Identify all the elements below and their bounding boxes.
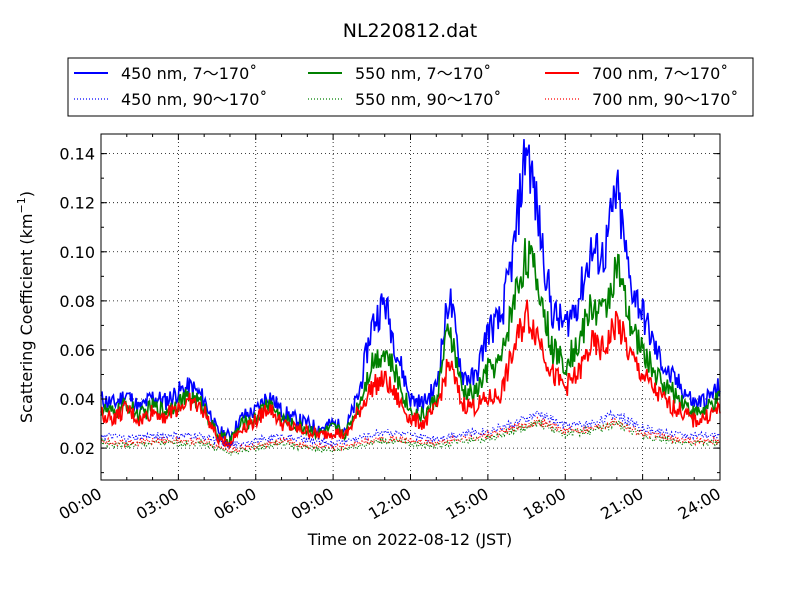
y-tick-label: 0.10 <box>59 243 95 262</box>
y-tick-label: 0.04 <box>59 390 95 409</box>
legend-label-700-back: 700 nm, 90～170˚ <box>592 90 738 109</box>
series-line-450-full <box>100 139 721 441</box>
chart-title: NL220812.dat <box>343 20 478 42</box>
legend-label-550-back: 550 nm, 90～170˚ <box>355 90 501 109</box>
x-tick-label: 21:00 <box>597 484 646 524</box>
x-tick-label: 24:00 <box>675 484 724 524</box>
y-tick-label: 0.14 <box>59 145 95 164</box>
legend-box <box>67 57 754 117</box>
legend-label-450-full: 450 nm, 7～170˚ <box>121 64 257 83</box>
x-tick-label: 12:00 <box>365 484 414 524</box>
x-tick-label: 06:00 <box>210 484 259 524</box>
y-tick-label: 0.02 <box>59 439 95 458</box>
y-axis-label-superscript: −1 <box>15 197 28 213</box>
y-tick-label: 0.08 <box>59 292 95 311</box>
series-line-450-back <box>100 409 721 449</box>
x-tick-label: 18:00 <box>520 484 569 524</box>
series-line-550-back <box>100 418 721 456</box>
x-tick-label: 15:00 <box>442 484 491 524</box>
grid <box>101 134 720 480</box>
series-line-700-back <box>100 416 721 454</box>
legend-label-700-full: 700 nm, 7～170˚ <box>592 64 728 83</box>
y-axis: 0.02 0.04 0.06 0.08 0.10 0.12 0.14 <box>59 145 720 474</box>
legend-label-450-back: 450 nm, 90～170˚ <box>121 90 267 109</box>
plot-series <box>100 139 721 456</box>
y-axis-label-end: ) <box>17 191 36 197</box>
legend-label-550-full: 550 nm, 7～170˚ <box>355 64 491 83</box>
x-tick-label: 03:00 <box>133 484 182 524</box>
x-tick-label: 00:00 <box>56 484 105 524</box>
legend: 450 nm, 7～170˚ 550 nm, 7～170˚ 700 nm, 7～17… <box>67 57 754 117</box>
y-axis-label: Scattering Coefficient (km−1) <box>15 191 36 423</box>
x-tick-label: 09:00 <box>288 484 337 524</box>
y-tick-label: 0.12 <box>59 194 95 213</box>
x-axis-label: Time on 2022-08-12 (JST) <box>307 530 512 549</box>
y-tick-label: 0.06 <box>59 341 95 360</box>
series-line-700-full <box>100 299 721 448</box>
y-axis-label-main: Scattering Coefficient (km <box>17 213 36 423</box>
